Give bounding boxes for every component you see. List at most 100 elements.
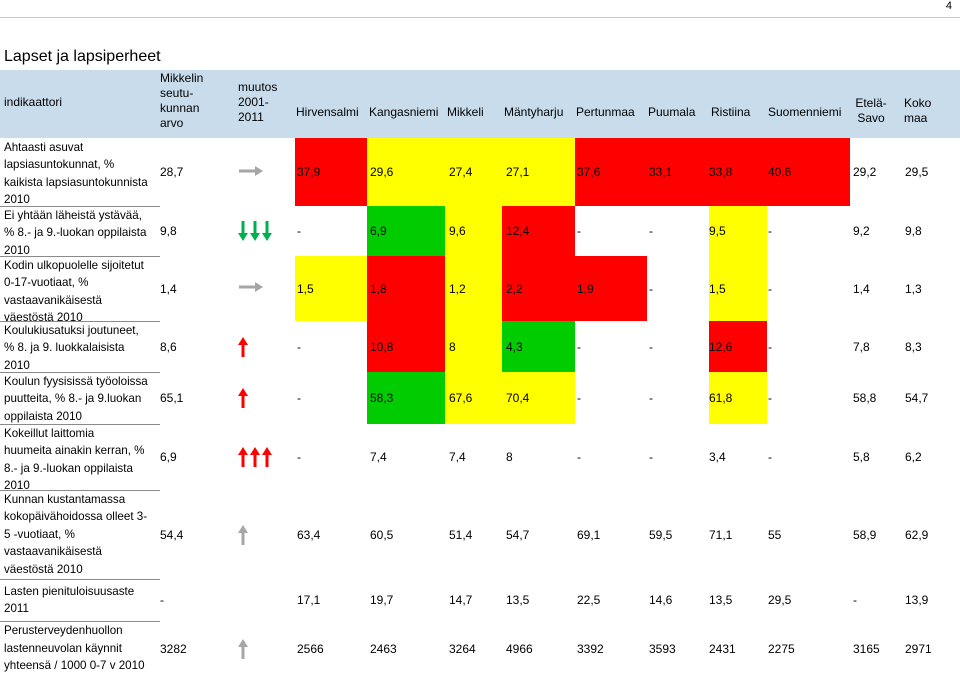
value-suomenniemi: 29,5 <box>768 593 792 607</box>
value-koko-maa: 1,3 <box>905 281 922 296</box>
trend-arrows <box>238 388 250 408</box>
value-suomenniemi: - <box>768 391 772 405</box>
value-puumala: - <box>649 450 653 464</box>
row-divider <box>0 490 160 491</box>
cell-bg-ristiina <box>709 321 767 372</box>
trend-arrows <box>238 336 250 357</box>
value-kangasniemi: 2463 <box>370 641 397 656</box>
header-change: muutos 2001- 2011 <box>238 80 278 124</box>
arrow-down-icon <box>238 221 248 241</box>
cell-bg-mikkeli <box>445 321 502 372</box>
value-hirvensalmi: 63,4 <box>297 527 321 542</box>
value-mikkeli: 8 <box>449 339 456 354</box>
indicator-label: Kunnan kustantamassa kokopäivähoidossa ol… <box>4 493 148 576</box>
value-ristiina: 12,6 <box>709 339 733 354</box>
header-bg-mikkeli <box>158 70 235 138</box>
value-puumala: - <box>649 281 653 296</box>
row-divider <box>0 372 160 373</box>
table-row: Lasten pienituloisuusaste 2011 - 17,1 19,7 14… <box>0 579 960 621</box>
value-etela-savo: 5,8 <box>853 450 870 464</box>
header-koko-maa: Koko maa <box>904 96 932 125</box>
indicator-label: Kokeillut laittomia huumeita ainakin kerr… <box>4 427 145 493</box>
indicator-label: Koulukiusatuksi joutuneet,% 8. ja 9. luo… <box>4 324 139 372</box>
value-ristiina: 2431 <box>709 641 736 656</box>
header-municipality-puumala: Puumala <box>648 105 696 119</box>
header-municipality-pertunmaa: Pertunmaa <box>576 105 635 119</box>
cell-bg-mikkeli <box>445 372 502 424</box>
value-etela-savo: 7,8 <box>853 339 870 354</box>
value-pertunmaa: 37,6 <box>577 165 601 179</box>
value-puumala: - <box>649 391 653 405</box>
value-mantyharju: 54,7 <box>506 527 530 542</box>
header-mikkeli-value: Mikkelin seutu- kunnan arvo <box>160 71 204 130</box>
cell-bg-kangasniemi <box>367 372 445 424</box>
arrow-right-icon <box>239 282 263 293</box>
table-row: Ei yhtään läheistä ystävää,% 8.- ja 9.-l… <box>0 206 960 257</box>
value-kangasniemi: 7,4 <box>370 450 387 464</box>
value-etela-savo: 58,9 <box>853 527 877 542</box>
mikkeli-region-value: 8,6 <box>160 339 177 354</box>
table-row: Kunnan kustantamassa kokopäivähoidossa ol… <box>0 490 960 579</box>
value-mantyharju: 4,3 <box>506 339 523 354</box>
value-mikkeli: 3264 <box>449 641 476 656</box>
value-mantyharju: 12,4 <box>506 224 530 238</box>
row-divider <box>0 579 160 580</box>
value-hirvensalmi: - <box>297 339 301 354</box>
indicator-label: Ahtaasti asuvat lapsiasuntokunnat, % kaiki… <box>4 141 148 207</box>
header-bg-municipalities <box>235 70 960 138</box>
page-number: 4 <box>945 0 952 12</box>
arrow-up-icon <box>238 524 248 545</box>
indicator-label: Koulun fyysisissä työoloissa puutteita, %… <box>4 375 148 423</box>
value-pertunmaa: - <box>577 391 581 405</box>
table-row: Koulukiusatuksi joutuneet,% 8. ja 9. luo… <box>0 321 960 372</box>
value-suomenniemi: 55 <box>768 527 782 542</box>
cell-bg-kangasniemi <box>367 138 445 206</box>
value-puumala: 14,6 <box>649 593 673 607</box>
value-mikkeli: 7,4 <box>449 450 466 464</box>
value-koko-maa: 13,9 <box>905 593 929 607</box>
mikkeli-region-value: - <box>160 593 164 607</box>
value-pertunmaa: 69,1 <box>577 527 601 542</box>
value-koko-maa: 9,8 <box>905 224 922 238</box>
arrow-up-icon <box>238 336 248 357</box>
page-title: Lapset ja lapsiperheet <box>4 48 161 65</box>
cell-bg-hirvensalmi <box>295 138 367 206</box>
value-suomenniemi: - <box>768 224 772 238</box>
value-mikkeli: 14,7 <box>449 593 473 607</box>
value-ristiina: 1,5 <box>709 281 726 296</box>
value-suomenniemi: 40,6 <box>768 165 792 179</box>
value-kangasniemi: 1,8 <box>370 281 387 296</box>
cell-bg-kangasniemi <box>367 321 445 372</box>
value-mantyharju: 2,2 <box>506 281 523 296</box>
value-kangasniemi: 19,7 <box>370 593 394 607</box>
cell-bg-ristiina <box>709 206 767 256</box>
value-kangasniemi: 58,3 <box>370 391 394 405</box>
cell-bg-mantyharju <box>502 321 575 372</box>
header-municipality-mantyharju: Mäntyharju <box>504 105 564 119</box>
value-etela-savo: 58,8 <box>853 391 877 405</box>
value-hirvensalmi: 2566 <box>297 641 324 656</box>
value-pertunmaa: 3392 <box>577 641 604 656</box>
value-hirvensalmi: - <box>297 450 301 464</box>
mikkeli-region-value: 65,1 <box>160 391 184 405</box>
table-header: indikaattori Mikkelin seutu- kunnan arvo… <box>0 70 960 138</box>
value-pertunmaa: 22,5 <box>577 593 601 607</box>
value-pertunmaa: 1,9 <box>577 281 594 296</box>
value-koko-maa: 62,9 <box>905 527 929 542</box>
value-suomenniemi: 2275 <box>768 641 795 656</box>
mikkeli-region-value: 1,4 <box>160 281 177 296</box>
value-ristiina: 13,5 <box>709 593 733 607</box>
value-pertunmaa: - <box>577 224 581 238</box>
value-ristiina: 3,4 <box>709 450 726 464</box>
value-mantyharju: 70,4 <box>506 391 530 405</box>
row-divider <box>0 621 160 622</box>
value-hirvensalmi: 1,5 <box>297 281 314 296</box>
indicator-label: Lasten pienituloisuusaste 2011 <box>4 584 135 615</box>
mikkeli-region-value: 3282 <box>160 641 187 656</box>
arrow-up-icon <box>238 447 248 467</box>
trend-arrows <box>238 162 266 182</box>
arrow-up-icon <box>238 638 248 659</box>
indicator-label: Perusterveydenhuollon lastenneuvolan käyn… <box>4 624 145 673</box>
value-puumala: 59,5 <box>649 527 673 542</box>
mikkeli-region-value: 9,8 <box>160 224 177 238</box>
